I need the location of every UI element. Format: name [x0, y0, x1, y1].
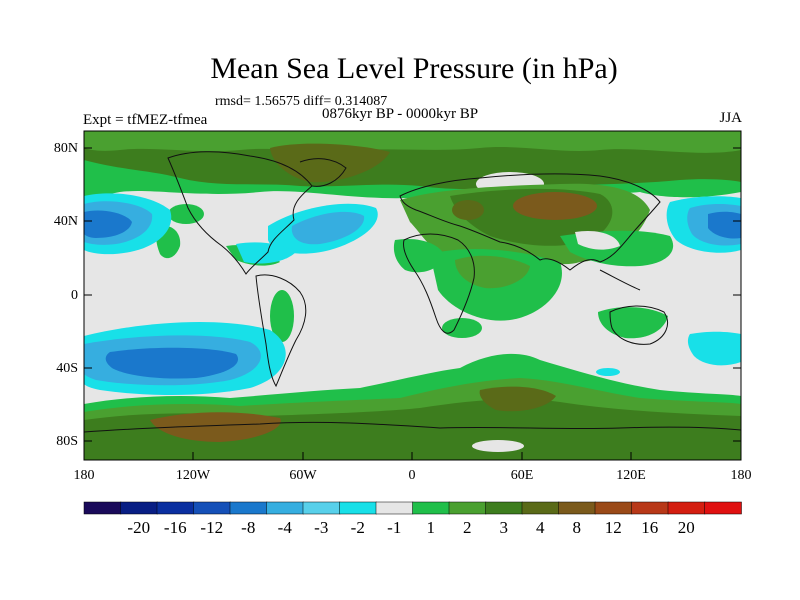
lat-label-80n: 80N: [53, 141, 78, 156]
greenland-coast: [299, 158, 347, 187]
colorbar-label: 20: [677, 518, 695, 537]
colorbar-swatch: [302, 501, 341, 515]
colorbar-label: -3: [314, 518, 329, 537]
colorbar-swatch: [83, 501, 122, 515]
colorbar-label: -16: [163, 518, 187, 537]
colorbar-swatch: [448, 501, 487, 515]
arctic-mid-band: [84, 131, 741, 153]
eurasia-coast: [399, 173, 661, 271]
lat-label-40n: 40N: [53, 214, 78, 229]
antarctica-coast: [84, 421, 741, 433]
colorbar-swatch: [375, 501, 414, 515]
colorbar-swatch: [594, 501, 633, 515]
north-pacific-green: [168, 204, 204, 224]
lat-label-0: 0: [71, 288, 78, 303]
lon-label-180e: 180: [730, 468, 752, 483]
colorbar-label: 3: [499, 518, 509, 537]
axis-ticks: [83, 147, 742, 460]
colorbar-label: 16: [641, 518, 659, 537]
colorbar-swatch: [521, 501, 560, 515]
stats-text: rmsd= 1.56575 diff= 0.314087: [215, 94, 388, 109]
west-africa-high: [393, 238, 445, 273]
colorbar-label: -4: [277, 518, 292, 537]
pressure-field: [84, 131, 741, 460]
arctic-canada-high: [270, 143, 390, 183]
lat-label-40s: 40S: [56, 361, 78, 376]
colorbar-label: -2: [350, 518, 365, 537]
lon-label-60e: 60E: [510, 468, 534, 483]
colorbar-swatch: [339, 501, 377, 515]
colorbar-swatch: [667, 501, 706, 515]
lon-label-120e: 120E: [616, 468, 646, 483]
colorbar-swatch: [412, 501, 450, 515]
south-america-green: [270, 290, 294, 342]
period-text: 0876kyr BP - 0000kyr BP: [322, 106, 479, 122]
map-title: Mean Sea Level Pressure (in hPa): [210, 52, 618, 85]
colorbar-swatch: [193, 501, 231, 515]
colorbar-label: -1: [387, 518, 402, 537]
coastlines: [84, 151, 741, 433]
colorbar-label: -20: [127, 518, 151, 537]
south-africa-patch: [442, 318, 482, 338]
colorbar-swatch: [156, 501, 195, 515]
africa-coast: [403, 233, 475, 334]
colorbar-swatch: [558, 501, 596, 515]
colorbar-swatch: [631, 501, 669, 515]
tasman-low: [687, 331, 741, 366]
lon-label-60w: 60W: [289, 468, 317, 483]
indonesia-coast: [599, 269, 641, 291]
season-label: JJA: [719, 110, 742, 126]
south-america-coast: [255, 274, 307, 388]
colorbar-label: -8: [241, 518, 256, 537]
australia-green: [598, 307, 668, 339]
colorbar-swatch: [704, 501, 742, 515]
colorbar-label: 2: [463, 518, 472, 537]
colorbar-label: 8: [572, 518, 582, 537]
antarctic-neutral-patch: [472, 440, 524, 452]
colorbar-label: 12: [604, 518, 622, 537]
lat-label-80s: 80S: [56, 434, 78, 449]
colorbar-label: -12: [200, 518, 224, 537]
experiment-label: Expt = tfMEZ-tfmea: [83, 112, 208, 128]
colorbar-swatch: [120, 501, 158, 515]
colorbar-swatch: [266, 501, 304, 515]
lon-label-120w: 120W: [175, 468, 211, 483]
gulf-low: [236, 242, 296, 264]
colorbar-swatch: [229, 501, 268, 515]
north-america-coast: [167, 151, 313, 275]
antarctic-peak: [150, 412, 281, 442]
lon-label-180w: 180: [73, 468, 95, 483]
colorbar-swatch: [485, 501, 523, 515]
central-asia-peak: [513, 192, 597, 220]
lon-label-0: 0: [408, 468, 416, 483]
colorbar-label: 1: [426, 518, 436, 537]
australia-coast: [609, 305, 668, 345]
colorbar-label: 4: [536, 518, 545, 537]
colorbar: [83, 501, 742, 515]
